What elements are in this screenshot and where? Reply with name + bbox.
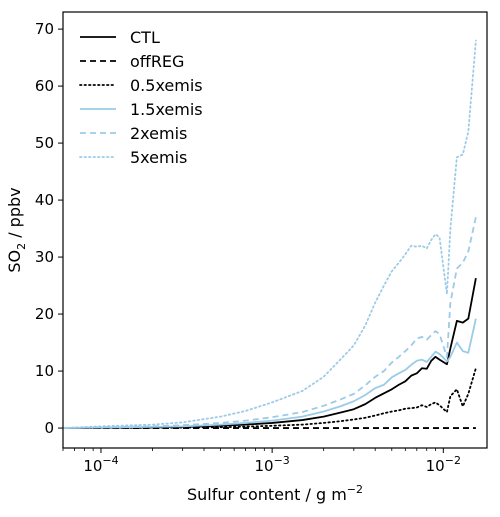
x-tick-label: 10−3 — [254, 454, 289, 475]
series-line-2xemis — [63, 216, 477, 429]
legend-label: 5xemis — [130, 148, 187, 167]
y-tick-label: 60 — [35, 77, 54, 95]
plot-frame — [62, 11, 488, 449]
legend-entry-1.5xemis: 1.5xemis — [80, 100, 203, 119]
y-tick-label: 40 — [35, 191, 54, 209]
legend: CTL offREG 0.5xemis 1.5xemis 2xemis 5xemis — [79, 28, 203, 167]
series-line-0.5xemis — [63, 367, 477, 429]
y-tick-label: 0 — [44, 419, 54, 437]
series-line-5xemis — [63, 39, 477, 429]
x-tick-label: 10−4 — [83, 454, 118, 475]
y-tick-label: 10 — [35, 362, 54, 380]
series-line-CTL — [63, 277, 477, 429]
legend-label: CTL — [130, 28, 160, 47]
legend-entry-5xemis: 5xemis — [79, 148, 187, 167]
y-tick-label: 50 — [35, 134, 54, 152]
y-tick-label: 20 — [35, 305, 54, 323]
legend-label: 0.5xemis — [130, 76, 203, 95]
legend-entry-0.5xemis: 0.5xemis — [79, 76, 203, 95]
series-layer — [63, 39, 477, 429]
series-line-1.5xemis — [63, 318, 477, 429]
legend-label: 2xemis — [130, 124, 187, 143]
y-axis-label: SO2 / ppbv — [5, 187, 28, 272]
legend-label: 1.5xemis — [130, 100, 203, 119]
y-tick-label: 30 — [35, 248, 54, 266]
legend-entry-CTL: CTL — [80, 28, 160, 47]
legend-label: offREG — [130, 52, 184, 71]
x-axis-label: Sulfur content / g m−2 — [187, 483, 363, 504]
y-tick-label: 70 — [35, 20, 54, 38]
legend-entry-2xemis: 2xemis — [80, 124, 187, 143]
legend-entry-offREG: offREG — [80, 52, 184, 71]
x-tick-label: 10−2 — [426, 454, 461, 475]
axes-layer: 0 10 20 30 40 50 60 70 10−4 10−3 10−2 Sulfur conten… — [5, 11, 488, 504]
